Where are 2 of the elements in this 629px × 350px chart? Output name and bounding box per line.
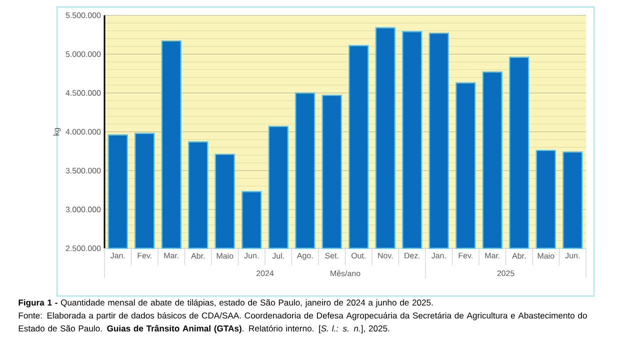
text: Figura 1 - Quantidade mensal de abate de tilápias, estado de São Paulo, janeiro de 2024 a junho de 2025.	[18, 299, 433, 308]
source-note: Fonte: Elaborada a partir de dados básicos de CDA/SAA. Coordenadoria de Defesa Agropecuária da Secretária de Agricultura e Abastecimento do Estado de São Paulo. Guias de Trânsito Animal (GTAs). Relatório interno. [S. l.: s. n.], 2025.	[18, 312, 587, 334]
